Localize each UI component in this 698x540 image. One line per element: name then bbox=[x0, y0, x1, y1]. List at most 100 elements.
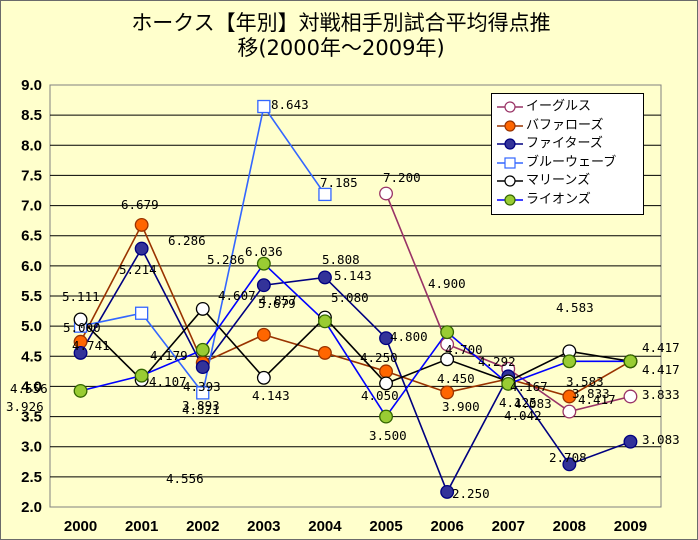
legend-label: マリーンズ bbox=[526, 173, 591, 189]
legend-label: ファイターズ bbox=[526, 136, 603, 152]
legend-swatch bbox=[497, 138, 523, 150]
x-tick-label: 2009 bbox=[614, 518, 647, 535]
legend-swatch-marker bbox=[504, 119, 516, 132]
x-tick-label: 2004 bbox=[308, 518, 342, 535]
series-2-point bbox=[318, 270, 332, 285]
series-4-point bbox=[256, 370, 271, 385]
x-tick-label: 2000 bbox=[64, 518, 97, 535]
x-tick-label: 2002 bbox=[186, 518, 219, 535]
data-label: 5.214 bbox=[119, 262, 157, 277]
series-1-point bbox=[256, 327, 271, 342]
series-3-point bbox=[318, 187, 332, 202]
data-label: 5.808 bbox=[322, 252, 360, 267]
data-label: 3.893 bbox=[182, 398, 220, 413]
data-label: 5.143 bbox=[334, 268, 372, 283]
series-4-point bbox=[440, 352, 455, 367]
y-tick-label: 9.0 bbox=[21, 77, 42, 94]
data-label: 4.556 bbox=[10, 381, 48, 396]
data-label: 4.321 bbox=[182, 402, 220, 417]
legend-item: ファイターズ bbox=[496, 135, 641, 152]
y-tick-label: 8.0 bbox=[21, 137, 42, 154]
y-tick-label: 7.5 bbox=[21, 167, 42, 184]
data-label: 4.607 bbox=[218, 288, 256, 303]
y-tick-label: 2.5 bbox=[21, 469, 42, 486]
legend-swatch bbox=[497, 157, 523, 169]
series-4-point bbox=[73, 312, 88, 327]
data-label: 4.800 bbox=[390, 329, 428, 344]
series-1-point bbox=[134, 217, 149, 232]
data-label: 4.042 bbox=[504, 408, 542, 423]
series-3-point bbox=[134, 306, 149, 320]
data-label: 7.200 bbox=[383, 170, 421, 185]
data-label: 4.857 bbox=[259, 293, 297, 308]
series-3-point bbox=[196, 386, 210, 400]
y-tick-label: 8.5 bbox=[21, 107, 42, 124]
data-label: 3.500 bbox=[369, 428, 407, 443]
series-line-4 bbox=[79, 307, 631, 385]
series-1-point bbox=[440, 385, 455, 400]
series-0-point bbox=[623, 389, 638, 404]
y-tick-label: 3.5 bbox=[21, 409, 42, 426]
data-label: 5.000 bbox=[63, 320, 101, 335]
x-tick-label: 2005 bbox=[369, 518, 402, 535]
series-5-point bbox=[440, 325, 455, 340]
data-label: 4.450 bbox=[437, 371, 475, 386]
data-label: 4.107 bbox=[149, 374, 187, 389]
x-tick-label: 2008 bbox=[553, 518, 586, 535]
series-3-point bbox=[257, 99, 271, 114]
series-0-point bbox=[562, 404, 577, 419]
y-tick-label: 3.0 bbox=[21, 439, 42, 456]
data-label: 4.583 bbox=[556, 300, 594, 315]
data-label: 6.679 bbox=[121, 197, 159, 212]
data-label: 2.708 bbox=[549, 450, 587, 465]
data-label: 6.286 bbox=[168, 233, 206, 248]
data-label: 4.417 bbox=[578, 392, 616, 407]
x-tick-label: 2007 bbox=[492, 518, 525, 535]
legend-swatch-marker bbox=[504, 101, 516, 113]
y-tick-label: 4.0 bbox=[21, 378, 42, 395]
series-2-point bbox=[562, 457, 577, 472]
series-5-point bbox=[318, 314, 332, 329]
y-tick-label: 6.5 bbox=[21, 228, 42, 245]
series-line-5 bbox=[80, 262, 631, 418]
legend-item: ブルーウェーブ bbox=[496, 154, 641, 171]
legend-swatch-marker bbox=[504, 157, 516, 169]
data-label: 3.900 bbox=[442, 399, 480, 414]
series-5-point bbox=[623, 354, 638, 369]
series-2-point bbox=[379, 331, 394, 346]
data-label: 4.292 bbox=[478, 354, 516, 369]
data-label: 4.417 bbox=[642, 340, 680, 355]
series-2-point bbox=[623, 434, 638, 449]
legend-swatch bbox=[497, 119, 523, 132]
y-tick-label: 7.0 bbox=[21, 198, 42, 215]
data-label: 4.083 bbox=[514, 396, 552, 411]
series-1-point bbox=[379, 364, 394, 379]
chart-legend: イーグルスバファローズ ファイターズブルーウェーブマリーンズライオンズ bbox=[491, 93, 644, 215]
data-label: 4.050 bbox=[361, 388, 399, 403]
series-5-point bbox=[195, 342, 210, 357]
legend-label: ライオンズ bbox=[526, 192, 591, 207]
series-0-point bbox=[379, 186, 394, 201]
data-label: 4.179 bbox=[150, 348, 188, 363]
data-label: 4.700 bbox=[445, 342, 483, 357]
series-4-point bbox=[195, 301, 210, 316]
data-label: 2.250 bbox=[452, 486, 490, 501]
legend-label: バファローズ bbox=[526, 117, 604, 133]
y-tick-label: 5.5 bbox=[21, 288, 42, 305]
series-2-point bbox=[440, 484, 455, 499]
y-tick-label: 5.0 bbox=[21, 318, 42, 335]
data-label: 4.143 bbox=[252, 388, 290, 403]
legend-item: バファローズ bbox=[496, 117, 641, 134]
legend-swatch-marker bbox=[504, 175, 516, 187]
series-2-point bbox=[195, 360, 210, 375]
series-1-point bbox=[318, 345, 332, 360]
data-label: 4.393 bbox=[183, 379, 221, 394]
data-label: 5.080 bbox=[331, 290, 369, 305]
series-2-point bbox=[256, 278, 271, 293]
data-label: 4.900 bbox=[428, 276, 466, 291]
data-label: 5.679 bbox=[258, 296, 296, 311]
legend-label: イーグルス bbox=[526, 99, 592, 114]
data-label: 4.556 bbox=[166, 471, 204, 486]
legend-swatch-marker bbox=[504, 138, 516, 150]
